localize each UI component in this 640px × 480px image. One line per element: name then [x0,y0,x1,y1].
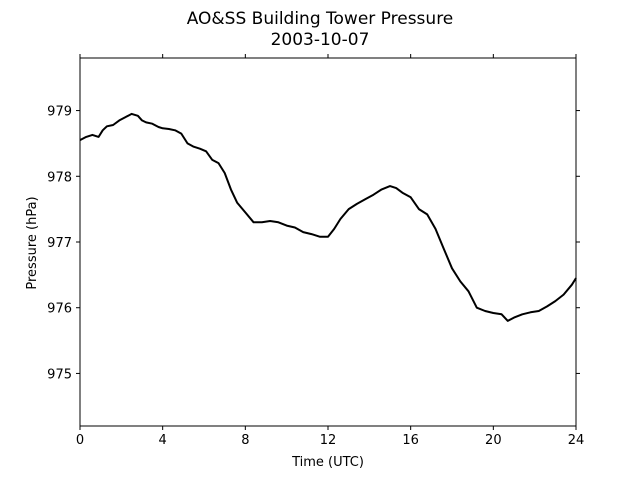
x-tick-label: 16 [402,433,419,448]
chart-subtitle: 2003-10-07 [271,30,370,50]
plot-area: 0 4 8 12 16 20 24 975 976 977 978 979 [47,54,584,448]
y-tick-label: 978 [47,170,72,185]
axes-frame [79,57,577,427]
y-axis-label: Pressure (hPa) [25,196,40,289]
y-tick-label: 976 [47,302,72,317]
x-axis-label: Time (UTC) [291,455,364,470]
x-tick-label: 24 [568,433,585,448]
x-tick-label: 8 [241,433,249,448]
y-tick-label: 979 [47,105,72,120]
pressure-series-line [79,112,577,322]
x-tick-label: 4 [159,433,167,448]
x-tick-label: 12 [320,433,337,448]
y-tick-label: 977 [47,236,72,251]
x-tick-label: 0 [76,433,84,448]
chart-title: AO&SS Building Tower Pressure [187,9,454,29]
y-tick-label: 975 [47,367,72,382]
x-tick-label: 20 [485,433,502,448]
